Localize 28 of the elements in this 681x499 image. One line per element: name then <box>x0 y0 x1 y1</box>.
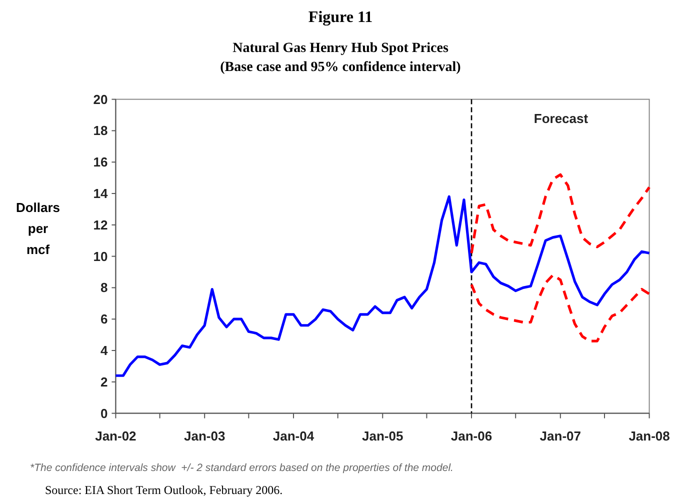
chart-subtitle: (Base case and 95% confidence interval) <box>220 60 462 75</box>
y-tick-label: 6 <box>100 312 108 327</box>
y-tick-label: 4 <box>100 343 108 358</box>
x-tick-label: Jan-05 <box>362 428 404 444</box>
annotation: Forecast <box>534 111 589 126</box>
x-tick-label: Jan-04 <box>272 428 315 444</box>
text: *The confidence intervals show +/- 2 standard errors based on the properties of the model. <box>30 462 454 474</box>
y-tick-label: 8 <box>100 280 108 296</box>
x-tick-label: Jan-06 <box>450 428 492 444</box>
x-tick-label: Jan-02 <box>95 428 136 444</box>
x-tick-label: Jan-07 <box>540 428 582 444</box>
chart-title: Natural Gas Henry Hub Spot Prices <box>232 41 449 56</box>
y-tick-label: 16 <box>93 154 108 170</box>
y-tick-label: 20 <box>93 92 108 107</box>
source-note: Source: EIA Short Term Outlook, February 2006. <box>45 483 283 497</box>
line-series <box>470 173 651 254</box>
y-tick-label: 12 <box>93 217 108 232</box>
x-tick-label: Jan-03 <box>184 428 226 444</box>
line-series <box>114 195 651 377</box>
line-series <box>470 274 651 342</box>
caption: Figure 11 <box>308 9 373 26</box>
y-tick-label: 2 <box>100 374 108 390</box>
y-tick-label: 10 <box>93 248 108 264</box>
y-tick-label: 14 <box>93 186 108 201</box>
y-tick-label: 18 <box>93 123 108 138</box>
y-tick-label: 0 <box>100 406 108 421</box>
x-tick-label: Jan-08 <box>628 428 670 444</box>
y-axis-title: Dollars per mcf <box>16 200 60 257</box>
